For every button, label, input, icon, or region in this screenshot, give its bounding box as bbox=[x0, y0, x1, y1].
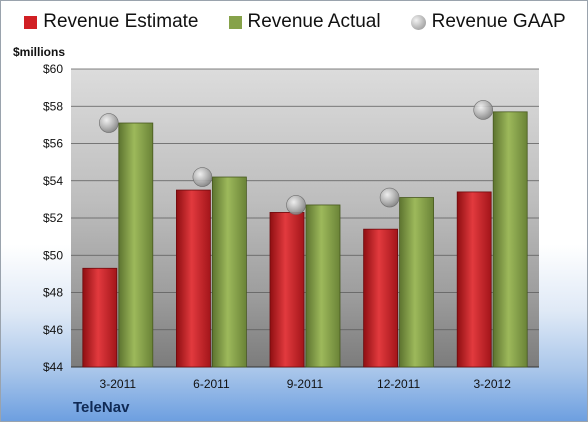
estimate-bar bbox=[363, 228, 399, 368]
y-tick-label: $58 bbox=[43, 99, 63, 113]
x-tick-label: 3-2011 bbox=[100, 377, 137, 391]
y-tick-label: $44 bbox=[43, 360, 63, 374]
x-tick-label: 9-2011 bbox=[287, 377, 324, 391]
legend-label-actual: Revenue Actual bbox=[247, 11, 381, 32]
gaap-marker bbox=[379, 187, 400, 208]
y-tick-label: $56 bbox=[43, 137, 63, 151]
actual-swatch-icon bbox=[228, 15, 242, 29]
company-name: TeleNav bbox=[73, 399, 130, 416]
actual-bar bbox=[118, 122, 154, 368]
gaap-marker bbox=[286, 195, 306, 215]
legend-item-gaap: Revenue GAAP bbox=[410, 11, 566, 33]
gaap-marker bbox=[192, 167, 213, 187]
y-tick-label: $50 bbox=[43, 248, 63, 262]
actual-bar bbox=[211, 176, 247, 368]
legend-label-estimate: Revenue Estimate bbox=[43, 11, 199, 32]
actual-bar bbox=[492, 111, 528, 368]
y-tick-label: $60 bbox=[43, 62, 63, 76]
estimate-bar bbox=[456, 191, 492, 368]
legend: Revenue Estimate Revenue Actual Revenue … bbox=[1, 11, 588, 33]
x-tick-label: 12-2011 bbox=[377, 377, 420, 391]
gaap-marker bbox=[473, 100, 494, 120]
estimate-bar bbox=[175, 189, 211, 368]
gaap-marker bbox=[99, 113, 119, 133]
y-tick-label: $52 bbox=[43, 211, 63, 225]
gaap-swatch-icon bbox=[410, 14, 426, 30]
units-label: $millions bbox=[13, 45, 66, 59]
actual-bar bbox=[399, 197, 435, 368]
x-tick-label: 3-2012 bbox=[474, 377, 512, 391]
x-tick-label: 6-2011 bbox=[193, 377, 230, 391]
y-tick-label: $46 bbox=[43, 323, 63, 337]
estimate-bar bbox=[82, 267, 118, 368]
actual-bar bbox=[305, 204, 341, 368]
estimate-bar bbox=[269, 212, 305, 368]
y-tick-label: $54 bbox=[43, 174, 63, 188]
legend-item-actual: Revenue Actual bbox=[228, 11, 381, 33]
legend-label-gaap: Revenue GAAP bbox=[431, 11, 566, 32]
y-tick-label: $48 bbox=[43, 286, 63, 300]
legend-item-estimate: Revenue Estimate bbox=[24, 11, 199, 33]
estimate-swatch-icon bbox=[24, 15, 38, 29]
